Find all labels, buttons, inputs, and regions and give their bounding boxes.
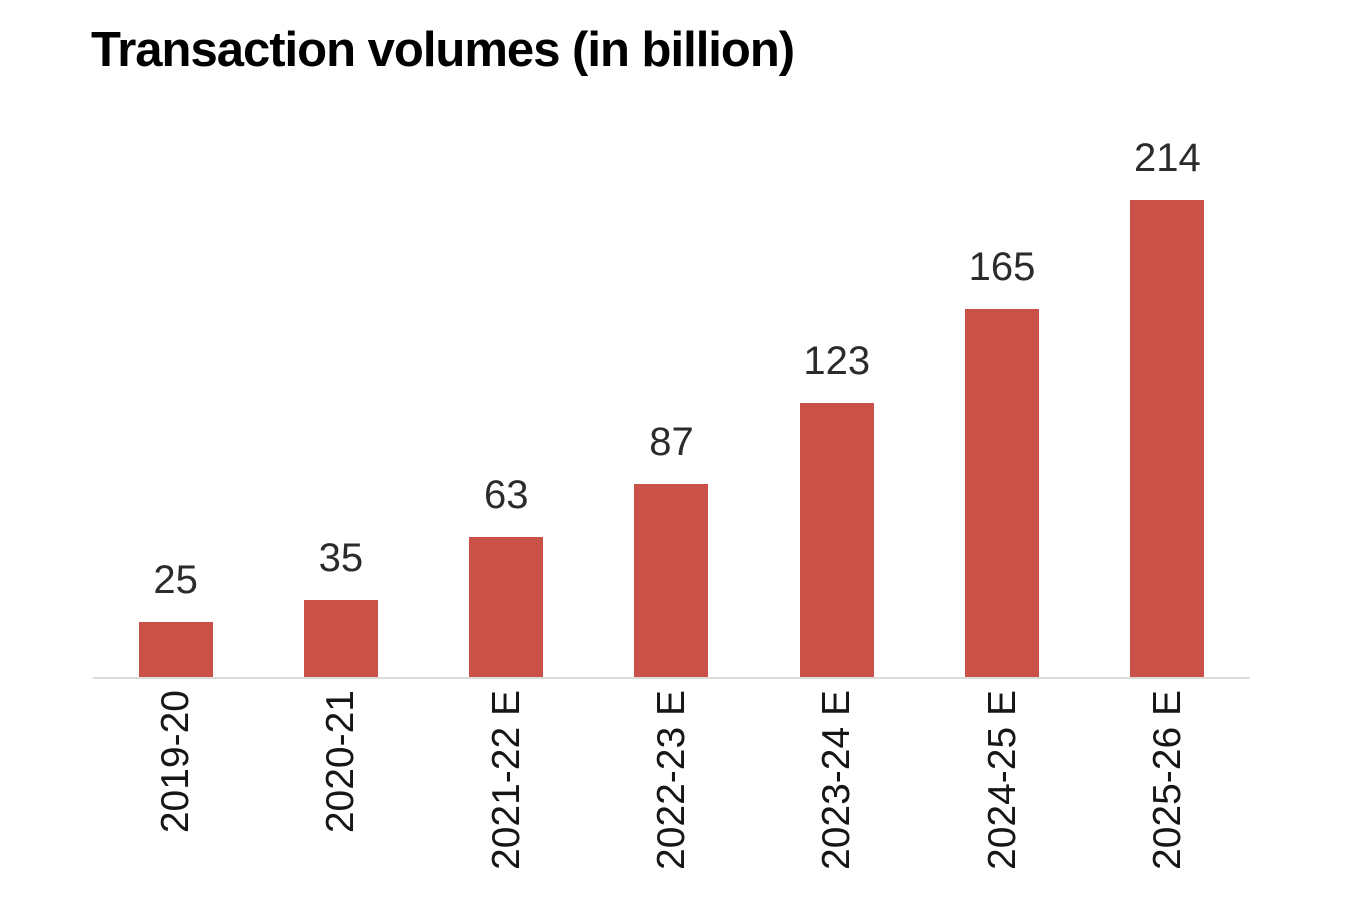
x-axis-label: 2025-26 E: [1145, 690, 1189, 870]
bar-value-label: 35: [318, 536, 364, 580]
x-axis-label: 2020-21: [319, 690, 363, 834]
bar: [634, 484, 709, 678]
x-axis-label: 2022-23 E: [649, 690, 693, 870]
bar: [1130, 200, 1205, 678]
bar-value-label: 123: [803, 339, 871, 383]
x-axis-tick-cell: 2021-22 E: [424, 690, 589, 900]
x-axis-tick-cell: 2020-21: [258, 690, 423, 900]
bar-value-label: 214: [1133, 136, 1201, 180]
x-axis-tick-cell: 2024-25 E: [919, 690, 1084, 900]
bar: [965, 309, 1040, 678]
x-axis-tick-cell: 2022-23 E: [589, 690, 754, 900]
bar-value-label: 25: [153, 558, 198, 602]
chart-title: Transaction volumes (in billion): [91, 23, 795, 77]
bar: [303, 600, 378, 678]
bar-value-label: 165: [968, 245, 1036, 289]
x-axis-line: [93, 677, 1250, 679]
bar-group: 87: [589, 118, 754, 678]
x-axis-labels-row: 2019-20 2020-21 2021-22 E 2022-23 E 2023-24 …: [93, 690, 1250, 900]
bar-value-label: 63: [483, 473, 529, 517]
bar: [469, 537, 544, 678]
plot-area: 25 35 63 87 123 165 214 2019-20 2020-21 2021-22 …: [93, 0, 1250, 912]
x-axis-tick-cell: 2023-24 E: [754, 690, 919, 900]
bar: [138, 622, 213, 678]
bars-row: 25 35 63 87 123 165 214: [93, 118, 1250, 678]
x-axis-label: 2023-24 E: [815, 690, 859, 870]
bar-group: 165: [919, 118, 1084, 678]
bar-group: 63: [424, 118, 589, 678]
bar-value-label: 87: [649, 420, 694, 464]
bar-group: 214: [1085, 118, 1250, 678]
x-axis-label: 2021-22 E: [484, 690, 528, 870]
bar-group: 35: [258, 118, 423, 678]
x-axis-tick-cell: 2025-26 E: [1085, 690, 1250, 900]
bar-group: 25: [93, 118, 258, 678]
bar: [799, 403, 874, 678]
bar-group: 123: [754, 118, 919, 678]
x-axis-label: 2024-25 E: [980, 690, 1024, 870]
x-axis-label: 2019-20: [154, 690, 198, 834]
x-axis-tick-cell: 2019-20: [93, 690, 258, 900]
